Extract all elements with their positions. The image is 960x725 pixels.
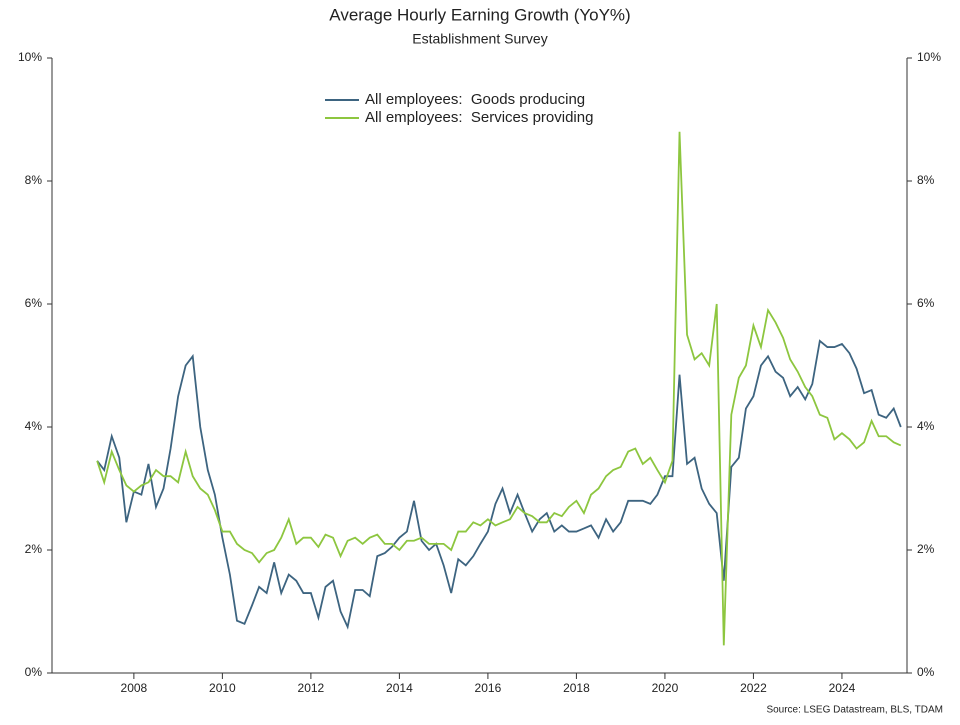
y-tick-label: 8% — [25, 173, 43, 187]
line-series — [96, 131, 902, 646]
y2-tick-label: 2% — [917, 542, 935, 556]
x-tick-label: 2024 — [829, 681, 856, 695]
x-tick-label: 2016 — [475, 681, 502, 695]
y-tick-label: 0% — [25, 665, 43, 679]
chart-title: Average Hourly Earning Growth (YoY%) — [329, 5, 630, 24]
x-tick-label: 2010 — [209, 681, 236, 695]
legend-label: All employees: Services providing — [365, 109, 593, 126]
y-tick-label: 6% — [25, 296, 43, 310]
x-tick-label: 2020 — [652, 681, 679, 695]
y-tick-label: 2% — [25, 542, 43, 556]
legend-label: All employees: Goods producing — [365, 91, 585, 108]
line-series — [96, 339, 902, 630]
x-tick-label: 2008 — [121, 681, 148, 695]
x-tick-label: 2014 — [386, 681, 413, 695]
x-tick-label: 2018 — [563, 681, 590, 695]
y2-tick-label: 4% — [917, 419, 935, 433]
y-tick-label: 10% — [18, 50, 42, 64]
y2-tick-label: 0% — [917, 665, 935, 679]
x-tick-label: 2012 — [298, 681, 325, 695]
x-tick-label: 2022 — [740, 681, 767, 695]
chart-subtitle: Establishment Survey — [412, 31, 547, 47]
source-note: Source: LSEG Datastream, BLS, TDAM — [766, 705, 943, 716]
y2-tick-label: 10% — [917, 50, 941, 64]
y2-tick-label: 6% — [917, 296, 935, 310]
y2-tick-label: 8% — [917, 173, 935, 187]
y-tick-label: 4% — [25, 419, 43, 433]
